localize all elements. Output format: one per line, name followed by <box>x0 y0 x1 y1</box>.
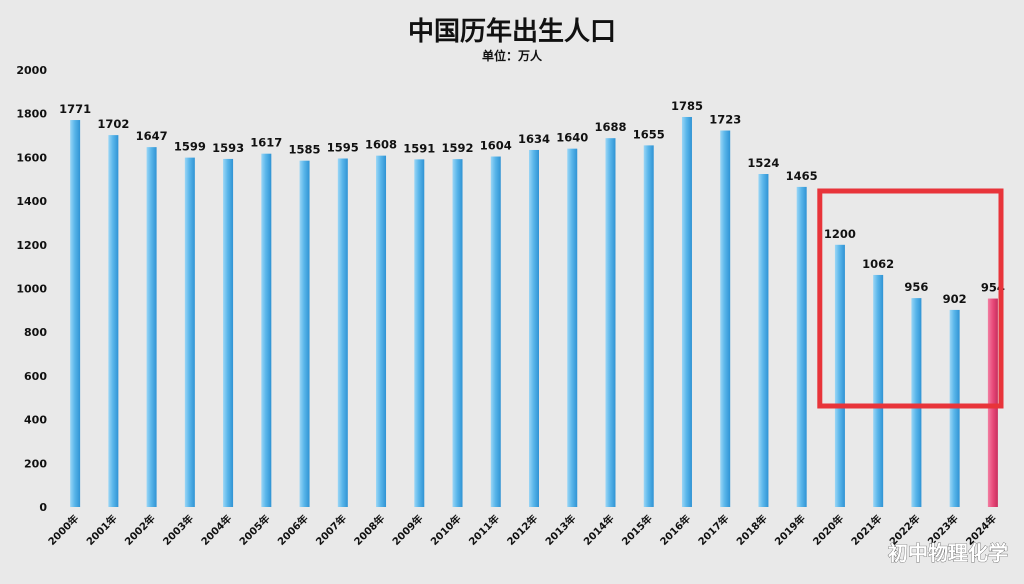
bar <box>758 174 769 508</box>
bar <box>376 155 387 508</box>
data-label: 1593 <box>212 141 244 155</box>
x-tick-label: 2001年 <box>84 512 120 548</box>
x-tick-label: 2009年 <box>389 512 425 548</box>
data-label: 1591 <box>403 141 435 155</box>
data-label: 1200 <box>824 227 856 241</box>
data-label: 1723 <box>709 113 741 127</box>
x-tick-label: 2019年 <box>772 512 808 548</box>
y-tick-label: 2000 <box>16 64 47 77</box>
x-tick-label: 2020年 <box>810 512 846 548</box>
bars-group <box>70 116 998 508</box>
y-tick-label: 400 <box>24 414 47 427</box>
x-tick-label: 2008年 <box>351 512 387 548</box>
chart-subtitle: 单位：万人 <box>482 48 543 63</box>
y-tick-label: 1000 <box>16 283 47 296</box>
data-label: 1585 <box>289 143 321 157</box>
x-tick-label: 2014年 <box>581 512 617 548</box>
bar <box>529 149 539 507</box>
bar <box>337 158 348 507</box>
data-label: 1634 <box>518 132 550 146</box>
data-label: 1617 <box>250 136 282 150</box>
y-axis: 0 200 400 600 800 1000 1200 1400 1600 1800 2000 <box>16 64 47 514</box>
bar <box>490 156 501 507</box>
chart-title: 中国历年出生人口 <box>408 16 616 47</box>
data-label: 1785 <box>671 99 703 113</box>
data-label: 1655 <box>633 127 665 141</box>
x-tick-label: 2012年 <box>504 512 540 548</box>
bar <box>223 158 234 507</box>
bar <box>299 160 310 508</box>
y-tick-label: 1800 <box>16 108 47 121</box>
y-tick-label: 600 <box>24 370 47 383</box>
x-tick-label: 2000年 <box>45 512 81 548</box>
bar <box>70 120 81 507</box>
bar <box>605 138 616 507</box>
x-tick-label: 2005年 <box>236 512 272 548</box>
bar <box>452 159 463 507</box>
data-label: 956 <box>904 280 928 294</box>
data-label: 1688 <box>594 120 626 134</box>
x-tick-label: 2004年 <box>198 512 234 548</box>
data-label: 1524 <box>747 156 779 170</box>
data-label: 902 <box>943 292 967 306</box>
bar <box>681 116 692 507</box>
data-label: 1608 <box>365 138 397 152</box>
y-tick-label: 200 <box>24 457 47 470</box>
x-tick-label: 2010年 <box>428 512 464 548</box>
data-label: 1640 <box>556 131 588 145</box>
bar <box>414 159 425 507</box>
y-tick-label: 1200 <box>16 239 47 252</box>
x-tick-label: 2018年 <box>734 512 770 548</box>
x-tick-label: 2017年 <box>695 512 731 548</box>
highlight-box <box>817 188 1004 409</box>
watermark: 初中物理化学 <box>888 541 1008 565</box>
bar <box>108 135 119 507</box>
data-labels-group: 1771 1702 1647 1599 1593 1617 1585 1595 1608 1591… <box>59 99 1005 306</box>
bar <box>643 145 654 507</box>
data-label: 1604 <box>480 139 512 153</box>
x-tick-label: 2016年 <box>657 512 693 548</box>
data-label: 1062 <box>862 257 894 271</box>
data-label: 1595 <box>327 140 359 154</box>
bar <box>834 244 845 508</box>
x-tick-label: 2003年 <box>160 512 196 548</box>
bar <box>911 298 922 507</box>
x-tick-label: 2006年 <box>275 512 311 548</box>
x-axis: 2000年 2001年 2002年 2003年 2004年 2005年 2006年 2007年… <box>45 512 999 548</box>
x-tick-label: 2011年 <box>466 512 502 548</box>
x-tick-label: 2021年 <box>848 512 884 548</box>
data-label: 1592 <box>442 141 474 155</box>
data-label: 1599 <box>174 140 206 154</box>
y-tick-label: 0 <box>39 501 47 514</box>
data-label: 1647 <box>136 129 168 143</box>
x-tick-label: 2002年 <box>122 512 158 548</box>
y-tick-label: 1400 <box>16 195 47 208</box>
bar <box>873 274 884 507</box>
data-label: 1771 <box>59 102 91 116</box>
y-tick-label: 800 <box>24 326 47 339</box>
x-tick-label: 2013年 <box>542 512 578 548</box>
y-tick-label: 1600 <box>16 151 47 164</box>
bar <box>261 153 272 508</box>
bar <box>184 157 195 507</box>
bar <box>567 148 578 507</box>
bar <box>720 130 731 507</box>
x-tick-label: 2015年 <box>619 512 655 548</box>
bar <box>796 186 807 507</box>
data-label: 1702 <box>97 117 129 131</box>
bar <box>146 147 157 507</box>
bar <box>987 298 998 507</box>
data-label: 1465 <box>786 169 818 183</box>
x-tick-label: 2007年 <box>313 512 349 548</box>
